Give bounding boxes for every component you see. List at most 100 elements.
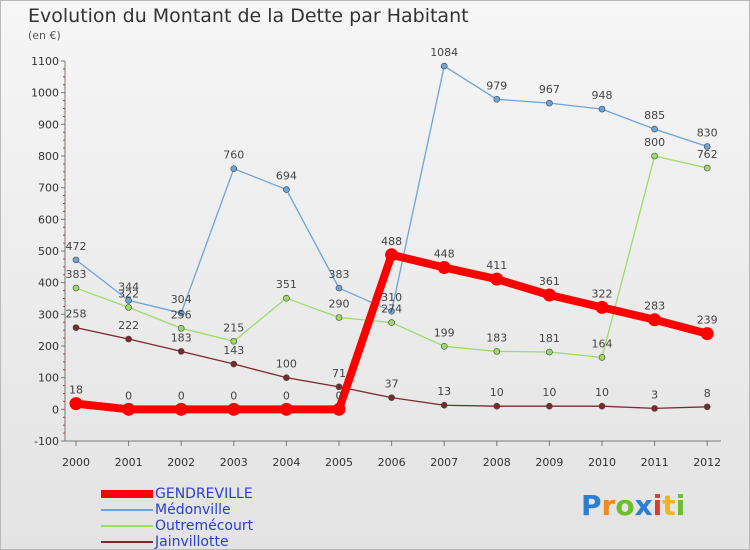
legend-item-gendreville: GENDREVILLE [101, 486, 253, 502]
legend-label-jainvillotte: Jainvillotte [155, 534, 229, 550]
logo-letter: i [675, 489, 686, 522]
y-tick-label: 400 [38, 277, 59, 290]
data-point [122, 402, 136, 416]
data-label: 411 [486, 259, 507, 272]
legend-label-outremecourt: Outremécourt [155, 518, 254, 534]
data-label: 283 [644, 300, 665, 313]
y-tick-label: 600 [38, 213, 59, 226]
data-point [493, 96, 501, 103]
data-point [230, 165, 238, 172]
data-point [230, 337, 238, 345]
y-tick-label: 900 [38, 118, 59, 131]
data-point [125, 297, 132, 304]
data-label: 472 [66, 240, 87, 253]
y-tick-label: 800 [38, 150, 59, 163]
x-tick-label: 2008 [483, 456, 511, 469]
x-tick-label: 2001 [115, 456, 143, 469]
data-label: 383 [66, 268, 87, 281]
data-point [651, 405, 658, 412]
data-label: 256 [171, 308, 192, 321]
x-tick-label: 2002 [167, 456, 195, 469]
data-label: 694 [276, 170, 297, 183]
data-point [437, 260, 451, 274]
data-point [177, 309, 185, 317]
data-label: 18 [69, 384, 83, 397]
data-point [490, 272, 504, 286]
data-label: 1084 [430, 46, 458, 59]
data-label: 239 [697, 314, 718, 327]
y-tick-label: 300 [38, 308, 59, 321]
data-label: 361 [539, 275, 560, 288]
data-label: 760 [223, 149, 244, 162]
chart-legend: GENDREVILLE Médonville Outremécourt Jain… [101, 486, 253, 550]
data-label: 383 [329, 268, 350, 281]
data-label: 37 [385, 378, 399, 391]
data-point [703, 164, 711, 172]
data-point [542, 288, 556, 302]
y-tick-label: -100 [34, 435, 59, 448]
logo-letter: i [652, 489, 663, 522]
data-label: 8 [704, 387, 711, 400]
data-label: 100 [276, 358, 297, 371]
data-label: 310 [381, 291, 402, 304]
data-point [72, 324, 80, 331]
chart-subtitle: (en €) [28, 29, 61, 42]
data-label: 0 [230, 389, 237, 402]
data-point [125, 335, 132, 343]
data-point [227, 402, 241, 416]
data-label: 448 [434, 247, 455, 260]
data-label: 351 [276, 278, 297, 291]
data-point [174, 402, 188, 416]
series-line-médonville [75, 65, 708, 314]
proxiti-logo: Proxiti [581, 489, 685, 522]
x-tick-label: 2010 [588, 456, 616, 469]
data-point [283, 374, 290, 381]
data-point [493, 402, 501, 410]
data-label: 274 [381, 303, 402, 316]
x-tick-label: 2011 [641, 456, 669, 469]
data-label: 290 [329, 298, 350, 311]
y-tick-label: 200 [38, 340, 59, 353]
data-point [648, 313, 662, 327]
y-tick-label: 500 [38, 245, 59, 258]
data-label: 71 [332, 367, 346, 380]
data-point [598, 354, 606, 361]
data-point [546, 402, 553, 410]
data-label: 0 [178, 389, 185, 402]
data-point [332, 402, 346, 416]
data-label: 967 [539, 83, 560, 96]
data-point [125, 304, 132, 311]
legend-swatch-medonville [101, 509, 153, 511]
x-tick-label: 2009 [535, 456, 563, 469]
chart-title: Evolution du Montant de la Dette par Hab… [28, 5, 469, 27]
data-point [335, 383, 343, 391]
data-point [388, 319, 395, 326]
logo-letter: r [601, 489, 616, 522]
data-label: 183 [171, 331, 192, 344]
data-label: 762 [697, 148, 718, 161]
x-tick-label: 2006 [378, 456, 406, 469]
data-point [700, 327, 714, 341]
legend-swatch-outremecourt [101, 525, 153, 527]
data-label: 143 [223, 344, 244, 357]
logo-letter: x [634, 489, 653, 522]
x-tick-label: 2012 [693, 456, 721, 469]
data-point [279, 402, 293, 416]
data-point [335, 314, 343, 321]
data-point [546, 348, 553, 356]
logo-letter: P [581, 489, 602, 522]
x-tick-label: 2003 [220, 456, 248, 469]
data-point [388, 394, 395, 401]
legend-item-outremecourt: Outremécourt [101, 518, 253, 534]
data-label: 10 [542, 386, 556, 399]
y-tick-label: 0 [52, 403, 59, 416]
data-label: 0 [283, 389, 290, 402]
data-label: 304 [171, 293, 192, 306]
data-label: 164 [592, 337, 613, 350]
logo-letter: o [615, 489, 635, 522]
data-label: 222 [118, 319, 139, 332]
x-tick-label: 2005 [325, 456, 353, 469]
data-point [651, 152, 658, 160]
data-point [595, 300, 609, 314]
